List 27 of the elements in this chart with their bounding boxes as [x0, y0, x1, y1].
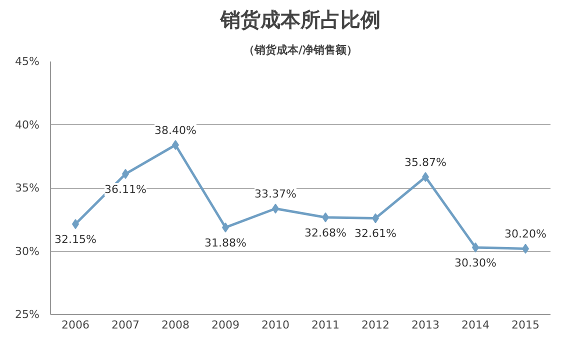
x-tick-label: 2007 [112, 318, 140, 332]
data-label: 35.87% [404, 156, 446, 169]
data-label: 32.61% [354, 227, 396, 240]
x-tick-label: 2014 [462, 318, 490, 332]
y-tick-label: 40% [15, 118, 40, 132]
x-tick-label: 2010 [262, 318, 290, 332]
data-label: 30.30% [454, 256, 496, 270]
data-label: 32.15% [54, 233, 96, 246]
data-label: 33.37% [254, 188, 296, 201]
y-tick-label: 35% [15, 182, 40, 194]
y-tick-label: 45% [15, 55, 40, 68]
data-label: 32.68% [304, 226, 346, 240]
data-label: 38.40% [154, 124, 196, 137]
chart-subtitle: （销货成本/净销售额） [243, 44, 358, 56]
data-label: 30.20% [504, 228, 546, 241]
chart-title: 销货成本所占比例 [220, 8, 380, 32]
data-label: 36.11% [104, 182, 146, 196]
y-tick-label: 30% [15, 244, 40, 258]
x-tick-label: 2012 [362, 318, 390, 332]
x-tick-label: 2013 [412, 318, 440, 332]
data-label: 31.88% [204, 236, 246, 250]
x-tick-label: 2006 [62, 318, 90, 332]
x-tick-label: 2011 [312, 318, 340, 332]
x-tick-label: 2008 [162, 318, 190, 332]
x-tick-label: 2009 [212, 318, 240, 332]
y-tick-label: 25% [15, 308, 40, 321]
x-tick-label: 2015 [512, 318, 540, 332]
